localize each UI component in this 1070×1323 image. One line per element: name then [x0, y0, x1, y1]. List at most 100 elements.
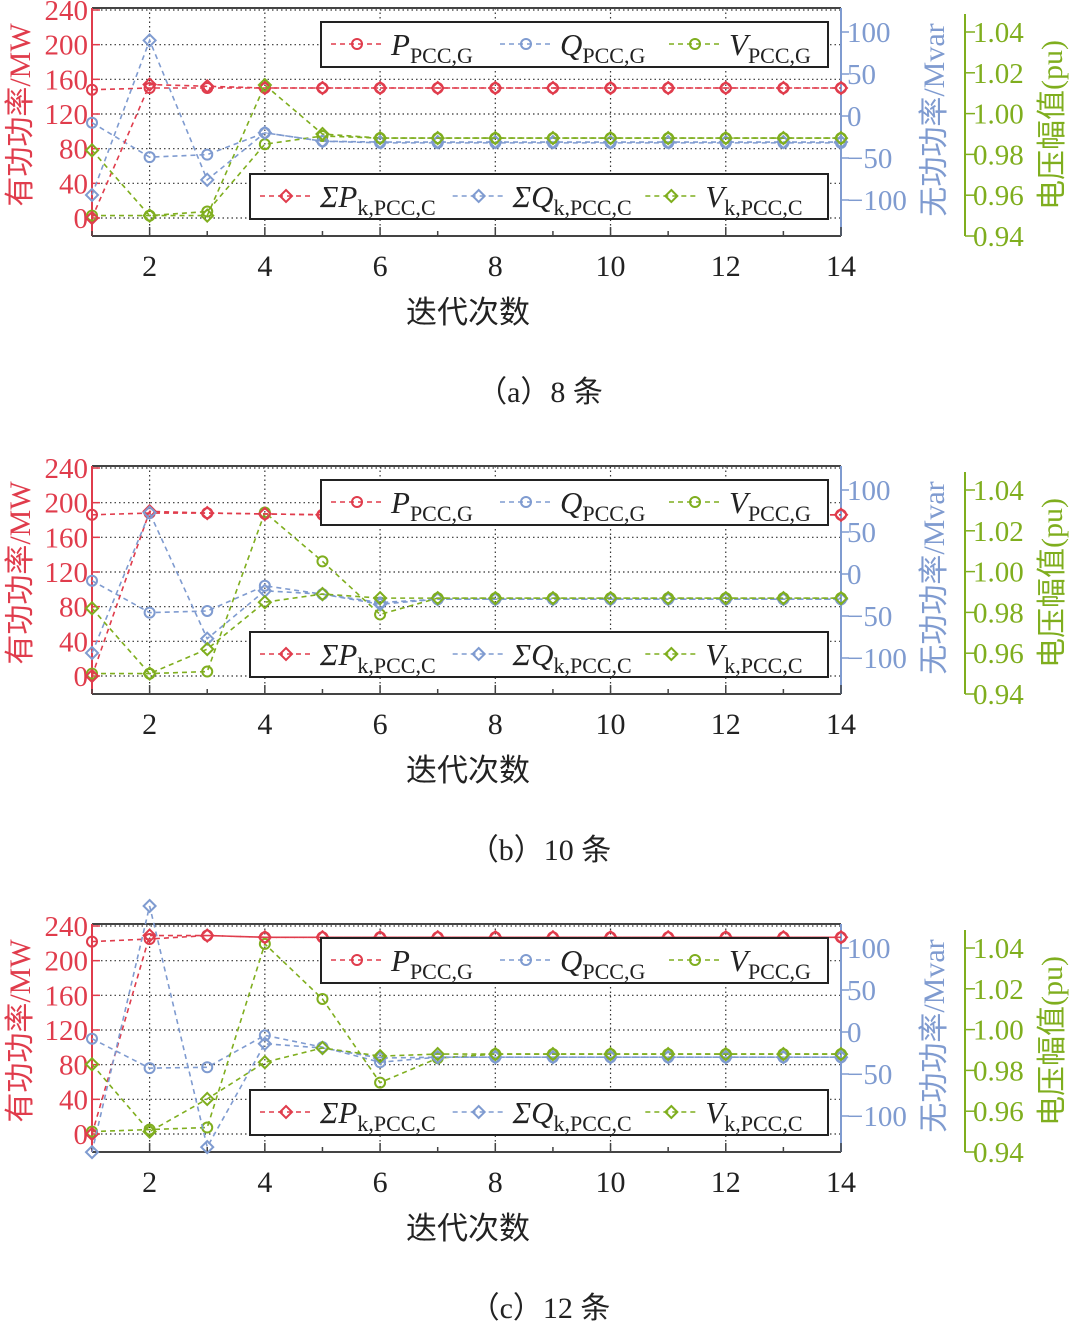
legend-label: ΣQk,PCC,C — [512, 1095, 632, 1136]
data-point-diamond — [315, 126, 330, 142]
legend-subscript: PCC,G — [748, 501, 811, 526]
data-point-circle — [689, 496, 701, 508]
chart-panel-2: 2 4 6 8 10 12 1404080120160200240−100−50050100… — [4, 898, 1069, 1323]
data-point-diamond — [278, 188, 294, 204]
data-point-diamond — [315, 133, 330, 149]
x-tick-label: 8 — [488, 1166, 503, 1199]
legend-label: QPCC,G — [560, 943, 645, 984]
data-point-diamond — [430, 590, 446, 606]
data-point-diamond — [603, 590, 618, 606]
data-point-circle — [86, 508, 98, 521]
left-tick-label: 200 — [45, 488, 89, 520]
legend-label: ΣQk,PCC,C — [512, 637, 632, 678]
data-point-circle — [143, 151, 156, 164]
legend-label: ΣPk,PCC,C — [319, 637, 436, 678]
legend-subscript: PCC,G — [410, 959, 473, 984]
legend-generator: PPCC,G QPCC,G VPCC,G — [320, 937, 829, 984]
legend-subscript: k,PCC,C — [724, 1111, 802, 1136]
data-point-diamond — [257, 1036, 273, 1052]
right1-tick-label: 100 — [847, 933, 891, 965]
legend-symbol: V — [705, 1095, 727, 1130]
data-point-diamond — [430, 80, 446, 96]
data-point-diamond — [775, 1046, 791, 1062]
data-point-diamond — [603, 80, 618, 96]
right1-tick-label: 100 — [847, 17, 891, 49]
right1-tick-label: 0 — [847, 559, 862, 591]
series-line-4 — [91, 38, 841, 196]
data-point-diamond — [372, 1048, 388, 1064]
data-point-diamond — [84, 1144, 100, 1160]
data-point-circle — [351, 954, 363, 966]
x-tick-label: 14 — [826, 250, 856, 283]
data-point-diamond — [833, 507, 849, 523]
data-point-diamond — [718, 130, 734, 146]
legend-subscript: PCC,G — [410, 501, 473, 526]
x-tick-label: 12 — [711, 708, 741, 741]
data-point-diamond — [487, 1046, 503, 1062]
data-point-diamond — [257, 506, 273, 522]
legend-symbol: Q — [560, 943, 582, 978]
right2-tick-label: 1.00 — [973, 1015, 1024, 1047]
x-tick-label: 6 — [373, 708, 388, 741]
data-point-circle — [258, 937, 271, 950]
data-point-diamond — [718, 590, 734, 606]
legend-subscript: PCC,G — [748, 43, 811, 68]
right1-tick-label: 50 — [847, 975, 876, 1007]
legend-subscript: PCC,G — [582, 959, 645, 984]
series-line-4 — [91, 510, 841, 654]
right1-tick-label: 50 — [847, 59, 876, 91]
data-point-diamond — [84, 668, 100, 684]
legend-subscript: k,PCC,C — [553, 653, 631, 678]
data-point-diamond — [84, 645, 100, 661]
data-point-circle — [143, 933, 156, 945]
right2-tick-label: 1.00 — [973, 557, 1024, 589]
x-axis-label: 迭代次数 — [406, 295, 530, 330]
data-point-diamond — [775, 80, 791, 96]
data-point-diamond — [487, 80, 503, 96]
data-point-diamond — [84, 210, 100, 226]
data-point-diamond — [471, 646, 487, 662]
data-point-circle — [201, 665, 214, 678]
data-point-diamond — [199, 208, 215, 224]
data-point-diamond — [142, 928, 158, 943]
legend-label: VPCC,G — [729, 27, 811, 68]
legend-symbol: Q — [560, 485, 582, 520]
legend-symbol: V — [705, 637, 727, 672]
data-point-circle — [143, 82, 156, 94]
legend-symbol: P — [390, 27, 410, 62]
legend-subscript: k,PCC,C — [357, 195, 435, 220]
right1-axis-label: 无功功率/Mvar — [918, 939, 951, 1132]
data-point-diamond — [663, 646, 679, 662]
x-tick-label: 14 — [826, 1166, 856, 1199]
data-point-diamond — [603, 130, 618, 146]
data-point-circle — [201, 148, 214, 161]
legend-box — [249, 1089, 829, 1136]
data-point-diamond — [471, 1104, 487, 1120]
series-line-5 — [91, 1047, 841, 1133]
data-point-circle — [143, 1062, 156, 1075]
data-point-circle — [351, 38, 363, 50]
data-point-circle — [316, 993, 329, 1005]
right1-tick-label: −100 — [847, 185, 907, 217]
data-point-diamond — [775, 130, 791, 146]
data-point-circle — [258, 579, 271, 592]
legend-symbol: ΣQ — [512, 1095, 554, 1130]
legend-symbol: Q — [560, 27, 582, 62]
data-point-diamond — [199, 505, 215, 521]
data-point-diamond — [142, 666, 158, 682]
left-tick-label: 240 — [45, 0, 89, 27]
x-tick-label: 2 — [142, 250, 157, 283]
data-point-diamond — [257, 594, 273, 610]
right2-tick-label: 0.94 — [973, 221, 1024, 253]
data-point-diamond — [257, 929, 273, 945]
data-point-circle — [351, 496, 363, 508]
panel-caption: （a）8 条 — [477, 376, 603, 409]
right2-axis-label: 电压幅值(pu) — [1036, 956, 1069, 1126]
left-tick-label: 0 — [74, 1119, 89, 1151]
legend-symbol: ΣQ — [512, 179, 554, 214]
x-tick-label: 8 — [488, 708, 503, 741]
legend-symbol: V — [729, 485, 751, 520]
legend-label: ΣQk,PCC,C — [512, 179, 632, 220]
data-point-diamond — [775, 590, 791, 606]
